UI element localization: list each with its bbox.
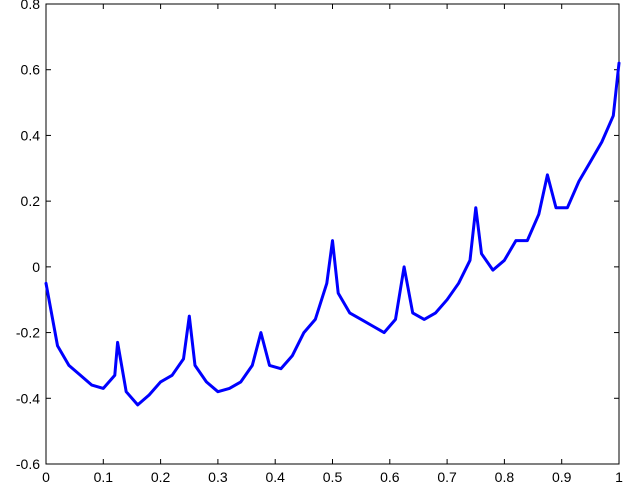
data-point <box>136 403 139 407</box>
data-point <box>600 140 604 144</box>
data-point <box>612 114 615 117</box>
data-point <box>125 390 128 393</box>
data-point <box>382 331 386 334</box>
y-tick-label: -0.2 <box>16 325 40 341</box>
data-point <box>251 364 254 367</box>
x-tick-label: 0.1 <box>94 469 114 485</box>
series-group <box>44 61 621 407</box>
x-tick-label: 0 <box>42 469 50 485</box>
data-point <box>577 180 581 183</box>
data-point <box>554 206 558 209</box>
data-point <box>422 318 426 321</box>
y-tick-label: -0.6 <box>16 456 40 472</box>
x-axis-ticks: 0 0.1 0.2 0.3 0.4 0.5 0.6 0.7 0.8 0.9 1 <box>42 4 623 485</box>
data-point <box>503 259 506 262</box>
data-point <box>394 318 397 321</box>
data-point <box>268 364 271 367</box>
x-tick-label: 0.2 <box>151 469 171 485</box>
data-point <box>116 341 119 344</box>
data-point <box>182 357 185 361</box>
data-point <box>147 393 151 397</box>
data-point <box>474 206 477 209</box>
data-point <box>279 367 283 370</box>
data-point <box>102 387 105 390</box>
x-tick-label: 1 <box>615 469 623 485</box>
y-axis-ticks: 0.8 0.6 0.4 0.2 0 -0.2 -0.4 -0.6 <box>16 0 619 472</box>
data-point <box>239 380 243 384</box>
data-point <box>314 318 317 321</box>
data-point <box>371 324 374 328</box>
data-point <box>291 354 294 357</box>
x-tick-label: 0.6 <box>380 469 400 485</box>
data-point <box>325 282 328 285</box>
data-point <box>445 298 449 301</box>
data-point <box>170 374 174 377</box>
data-point <box>434 311 437 315</box>
data-point <box>228 387 231 390</box>
data-point <box>491 268 495 272</box>
y-tick-label: -0.4 <box>16 390 40 406</box>
data-point <box>188 314 191 318</box>
x-tick-label: 0.4 <box>265 469 285 485</box>
data-point <box>566 206 569 209</box>
x-tick-label: 0.7 <box>437 469 457 485</box>
y-tick-label: 0.8 <box>21 0 41 12</box>
data-point <box>90 383 94 387</box>
x-tick-label: 0.9 <box>552 469 572 485</box>
x-tick-label: 0.8 <box>495 469 515 485</box>
data-point <box>526 239 529 242</box>
data-point <box>79 374 82 377</box>
y-tick-label: 0 <box>32 259 40 275</box>
data-point <box>113 374 116 377</box>
data-point <box>56 344 59 347</box>
data-point <box>193 364 197 367</box>
data-point <box>159 380 162 384</box>
data-point <box>337 291 340 295</box>
data-point <box>589 160 592 163</box>
data-point <box>411 311 414 315</box>
y-tick-label: 0.6 <box>21 62 41 78</box>
data-point <box>514 239 518 242</box>
data-point <box>348 311 351 315</box>
data-point <box>480 252 483 255</box>
y-tick-label: 0.4 <box>21 127 41 143</box>
data-point <box>617 61 621 65</box>
y-tick-label: 0.2 <box>21 193 41 209</box>
data-point <box>546 173 549 177</box>
x-tick-label: 0.3 <box>208 469 228 485</box>
data-point <box>537 213 540 216</box>
data-point <box>216 390 220 393</box>
data-point <box>331 239 334 242</box>
data-point <box>359 318 363 321</box>
data-point <box>259 331 263 334</box>
data-point <box>468 259 472 262</box>
x-tick-label: 0.5 <box>323 469 343 485</box>
data-point <box>67 364 71 367</box>
data-point <box>457 282 460 285</box>
data-point <box>302 331 306 334</box>
data-point <box>44 282 48 285</box>
data-point <box>205 380 208 384</box>
data-point <box>402 265 406 269</box>
